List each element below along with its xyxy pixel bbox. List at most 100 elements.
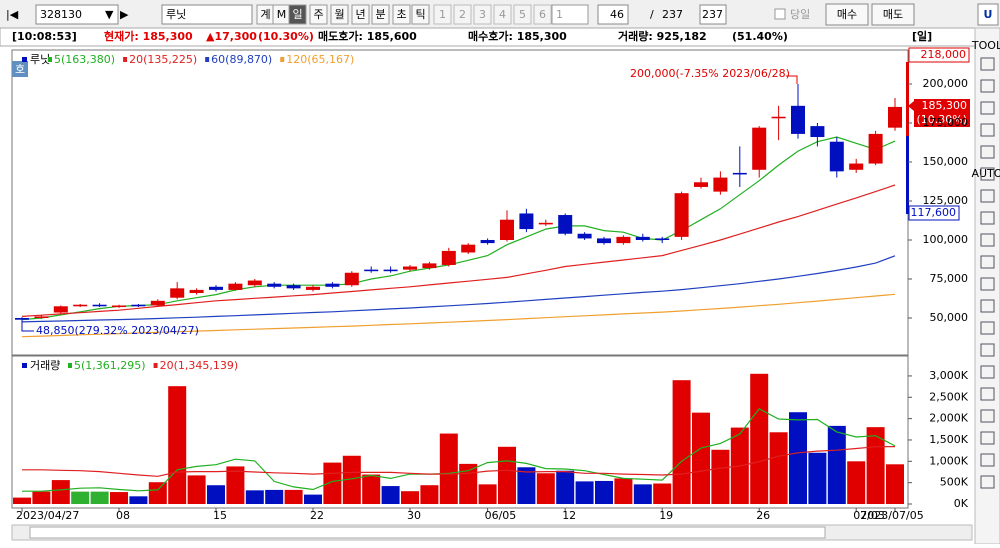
number-button[interactable] bbox=[453, 4, 472, 25]
ma-line bbox=[21, 136, 896, 321]
legend-swatch bbox=[22, 363, 27, 368]
number-label: 1 bbox=[439, 8, 446, 21]
tool-icon[interactable] bbox=[980, 475, 995, 489]
candle-body bbox=[810, 126, 825, 138]
tool-icon[interactable] bbox=[980, 189, 995, 203]
position: 46 bbox=[610, 8, 624, 21]
unit-box[interactable] bbox=[551, 4, 589, 25]
tool-icon[interactable] bbox=[980, 79, 995, 93]
candle-body bbox=[228, 283, 243, 290]
tool-icon[interactable] bbox=[980, 321, 995, 335]
candle-body bbox=[829, 141, 844, 172]
candle-body bbox=[344, 272, 359, 286]
u-button[interactable] bbox=[977, 3, 999, 26]
annotation-arrow bbox=[786, 75, 798, 84]
tool-icon[interactable] bbox=[980, 233, 995, 247]
number-button[interactable] bbox=[493, 4, 512, 25]
number-label: 4 bbox=[499, 8, 506, 21]
y-tick-label: 1,500K bbox=[929, 433, 968, 446]
tool-icon[interactable] bbox=[980, 101, 995, 115]
count-input[interactable] bbox=[699, 4, 727, 25]
y-tick-label: 125,000 bbox=[923, 194, 969, 207]
period-button[interactable] bbox=[351, 4, 370, 25]
volume-bar bbox=[245, 490, 264, 504]
number-button[interactable] bbox=[513, 4, 532, 25]
separator: / bbox=[650, 8, 654, 21]
tool-icon[interactable] bbox=[980, 123, 995, 137]
tool-icon[interactable] bbox=[980, 343, 995, 357]
bid: 매수호가: 185,300 bbox=[468, 29, 567, 43]
range-up bbox=[906, 62, 909, 136]
legend-swatch bbox=[22, 57, 27, 62]
candle-body bbox=[868, 133, 883, 164]
buy-button[interactable] bbox=[825, 3, 869, 26]
period-label: 월 bbox=[334, 8, 344, 21]
tool-icon[interactable] bbox=[980, 277, 995, 291]
checkbox[interactable] bbox=[774, 8, 786, 20]
candle-body bbox=[422, 263, 437, 269]
volume-bar bbox=[517, 467, 536, 504]
tool-icon[interactable] bbox=[980, 255, 995, 269]
sell-button[interactable] bbox=[871, 3, 915, 26]
first-button[interactable]: |◀ bbox=[6, 8, 19, 21]
period-button[interactable] bbox=[330, 4, 349, 25]
tool-icon[interactable] bbox=[980, 57, 995, 71]
current-box bbox=[914, 99, 970, 127]
tool-icon[interactable] bbox=[980, 167, 995, 181]
legend-entry: 5(163,380) bbox=[54, 53, 115, 66]
tool-icon[interactable] bbox=[980, 365, 995, 379]
x-tick-label: 30 bbox=[407, 509, 421, 522]
tool-icon[interactable] bbox=[980, 431, 995, 445]
scroll-thumb[interactable] bbox=[29, 526, 826, 539]
ask: 매도호가: 185,600 bbox=[318, 29, 417, 43]
period-button[interactable] bbox=[309, 4, 328, 25]
number-button[interactable] bbox=[533, 4, 552, 25]
tool-icon[interactable] bbox=[980, 145, 995, 159]
range-down bbox=[906, 136, 909, 214]
ma-line bbox=[22, 446, 896, 477]
number-label: 6 bbox=[539, 8, 546, 21]
number-button[interactable] bbox=[473, 4, 492, 25]
y-tick-label: 0K bbox=[954, 497, 969, 510]
tool-icon[interactable] bbox=[980, 211, 995, 225]
tool-icon[interactable] bbox=[980, 387, 995, 401]
volume-bar bbox=[207, 485, 225, 504]
candle-body bbox=[655, 238, 670, 240]
volume-bar bbox=[575, 481, 594, 504]
candle-body bbox=[500, 219, 514, 240]
period-label: 분 bbox=[375, 8, 385, 21]
auto-label: AUTO bbox=[972, 167, 1000, 180]
candle-body bbox=[403, 266, 417, 270]
code-input[interactable] bbox=[35, 4, 119, 25]
volume-bar bbox=[478, 484, 497, 504]
candle-body bbox=[306, 286, 320, 290]
candle-body bbox=[325, 283, 340, 287]
legend-entry: 120(65,167) bbox=[286, 53, 354, 66]
tool-icon[interactable] bbox=[980, 299, 995, 313]
legend-name: 거래량 bbox=[30, 359, 60, 372]
x-tick-label: 15 bbox=[213, 509, 227, 522]
candle-body bbox=[209, 286, 223, 290]
candle-body bbox=[577, 233, 592, 239]
pos-input[interactable] bbox=[597, 4, 629, 25]
period-button[interactable] bbox=[392, 4, 411, 25]
volume-bar bbox=[595, 480, 613, 504]
candle-body bbox=[15, 317, 29, 320]
x-tick-label: 06/05 bbox=[485, 509, 517, 522]
x-tick-label: 08 bbox=[116, 509, 130, 522]
volume-bar bbox=[653, 483, 672, 504]
tool-icon[interactable] bbox=[980, 453, 995, 467]
period-button[interactable] bbox=[371, 4, 390, 25]
candle-body bbox=[267, 283, 282, 287]
period-label: 틱 bbox=[415, 8, 425, 21]
stock-name: 루닛 bbox=[166, 8, 186, 21]
tool-icon[interactable] bbox=[980, 409, 995, 423]
unit: 1 bbox=[556, 8, 563, 21]
dropdown[interactable]: ▼ bbox=[105, 8, 114, 21]
period-button[interactable] bbox=[411, 4, 430, 25]
legend-swatch bbox=[68, 363, 72, 368]
period-button[interactable] bbox=[288, 4, 307, 25]
volume-bar bbox=[381, 486, 400, 504]
next[interactable]: ▶ bbox=[120, 8, 129, 21]
number-button[interactable] bbox=[433, 4, 452, 25]
